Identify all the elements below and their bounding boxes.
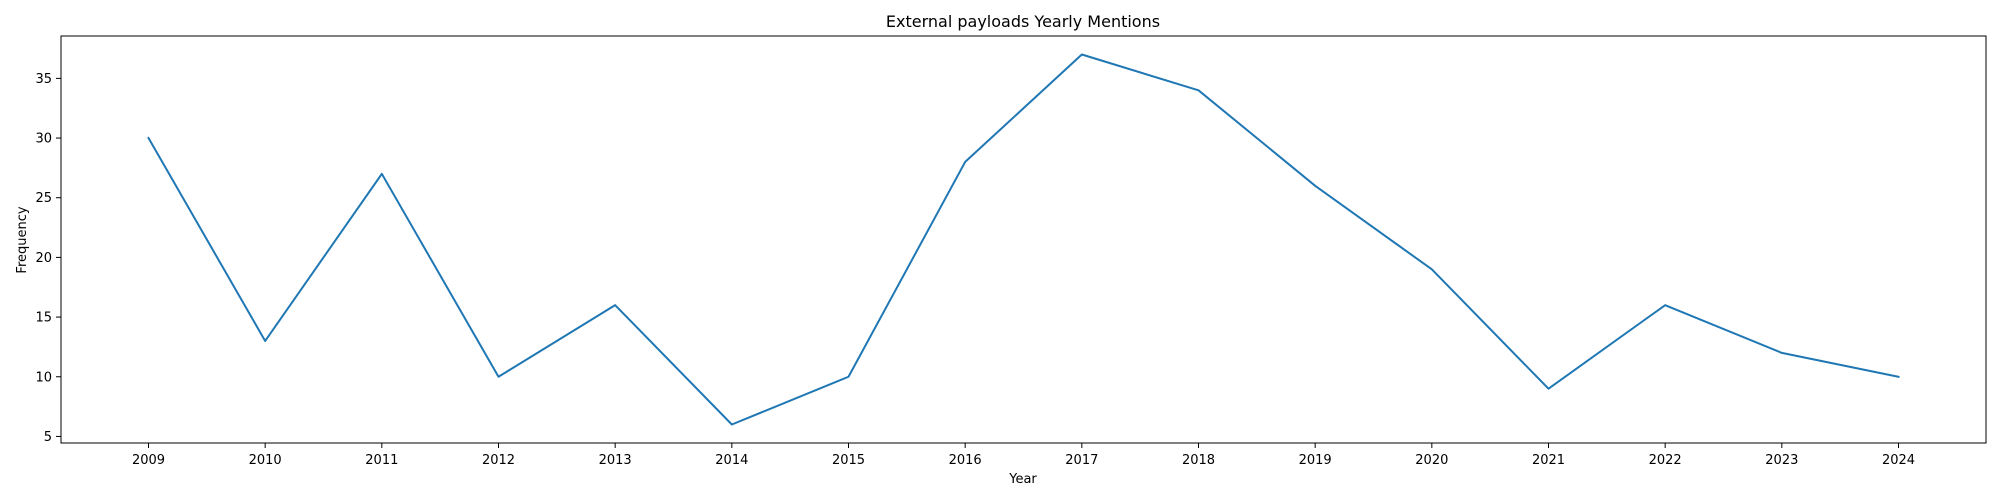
y-tick-label: 30 <box>35 132 52 147</box>
x-tick-label: 2018 <box>1182 453 1215 468</box>
x-tick-label: 2024 <box>1882 453 1915 468</box>
y-tick-label: 25 <box>35 191 52 206</box>
x-tick-label: 2011 <box>365 453 398 468</box>
y-tick-label: 10 <box>35 370 52 385</box>
x-tick-label: 2019 <box>1299 453 1332 468</box>
data-points <box>148 54 1899 425</box>
x-tick-label: 2012 <box>482 453 515 468</box>
x-tick-label: 2022 <box>1649 453 1682 468</box>
y-tick-label: 20 <box>35 251 52 266</box>
x-tick-label: 2017 <box>1065 453 1098 468</box>
y-tick-label: 5 <box>44 430 52 445</box>
x-tick-label: 2023 <box>1765 453 1798 468</box>
x-tick-label: 2009 <box>132 453 165 468</box>
plot-frame <box>60 35 1987 444</box>
x-tick-label: 2020 <box>1415 453 1448 468</box>
y-axis-label: Frequency <box>15 206 30 273</box>
y-tick-label: 15 <box>35 311 52 326</box>
x-axis-label: Year <box>1008 472 1037 487</box>
x-tick-label: 2016 <box>949 453 982 468</box>
series-line <box>147 53 1900 426</box>
y-axis-ticks: 5 10 15 20 25 30 35 <box>35 72 61 445</box>
x-tick-label: 2015 <box>832 453 865 468</box>
chart-title: External payloads Yearly Mentions <box>886 12 1160 31</box>
x-tick-label: 2010 <box>249 453 282 468</box>
x-tick-label: 2013 <box>599 453 632 468</box>
x-tick-label: 2014 <box>715 453 748 468</box>
x-tick-label: 2021 <box>1532 453 1565 468</box>
x-axis-ticks: 2009 2010 2011 2012 2013 2014 2015 2016 2017 2018… <box>132 443 1915 468</box>
y-tick-label: 35 <box>35 72 52 87</box>
